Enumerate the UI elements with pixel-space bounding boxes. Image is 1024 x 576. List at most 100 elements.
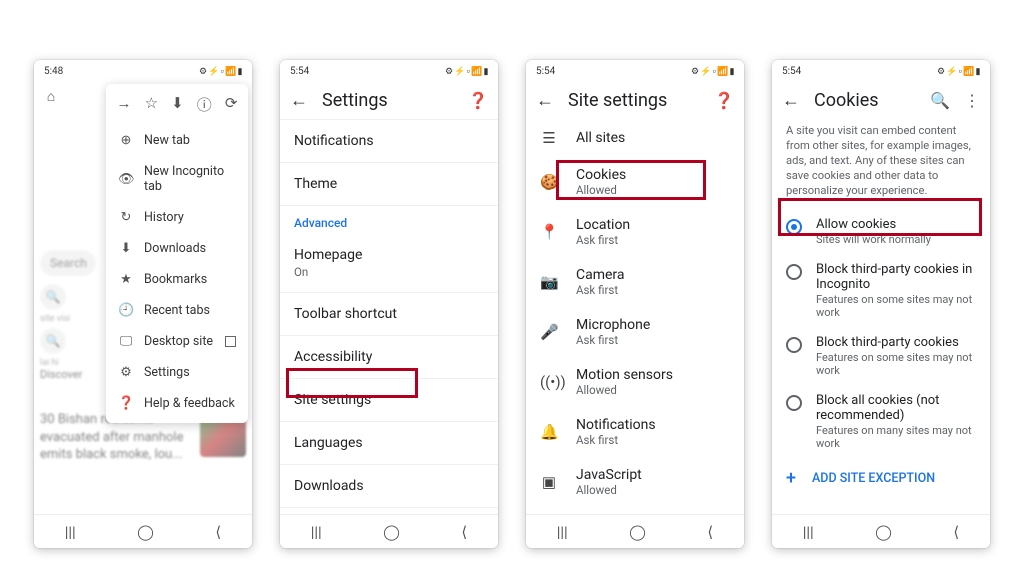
radio-button[interactable] bbox=[786, 219, 802, 235]
panel-site-settings: 5:54 ⚙ ⚡ ▫ 📶 ▮ ← Site settings ❓ ☰All si… bbox=[526, 60, 744, 548]
row-notifications[interactable]: Notifications bbox=[280, 119, 498, 163]
radio-button[interactable] bbox=[786, 337, 802, 353]
android-navbar: ||| ◯ ⟨ bbox=[34, 514, 252, 548]
recent-tabs-icon: 🕘 bbox=[118, 303, 134, 318]
row-theme[interactable]: Theme bbox=[280, 163, 498, 206]
row-subtitle: Ask first bbox=[576, 333, 650, 347]
site-row-motion-sensors[interactable]: ((•))Motion sensorsAllowed bbox=[526, 357, 744, 407]
menu-item-desktop-site[interactable]: 🖵Desktop site bbox=[106, 326, 248, 357]
menu-item-downloads[interactable]: ⬇Downloads bbox=[106, 233, 248, 264]
option-title: Block third-party cookies in Incognito bbox=[816, 262, 976, 292]
cookie-option-block-all-cookies-not-recommended-[interactable]: Block all cookies (not recommended)Featu… bbox=[772, 385, 990, 458]
forward-icon[interactable]: → bbox=[117, 94, 132, 115]
nav-back[interactable]: ⟨ bbox=[461, 523, 467, 541]
star-icon[interactable]: ☆ bbox=[145, 94, 158, 115]
add-site-exception[interactable]: + ADD SITE EXCEPTION bbox=[772, 458, 990, 499]
home-icon[interactable]: ⌂ bbox=[40, 88, 62, 105]
download-icon[interactable]: ⬇ bbox=[171, 94, 184, 115]
row-site-settings[interactable]: Site settings bbox=[280, 379, 498, 422]
settings-icon: ⚙ bbox=[118, 365, 134, 380]
menu-item-label: Settings bbox=[144, 365, 190, 380]
option-title: Block third-party cookies bbox=[816, 335, 976, 350]
page-title: Settings bbox=[322, 90, 454, 111]
search-icon[interactable]: 🔍 bbox=[930, 91, 950, 110]
nav-recent[interactable]: ||| bbox=[65, 523, 76, 541]
menu-item-label: New Incognito tab bbox=[144, 164, 236, 194]
new-incognito-tab-icon: 👁 bbox=[118, 172, 134, 187]
menu-item-new-tab[interactable]: ⊕New tab bbox=[106, 125, 248, 156]
nav-back[interactable]: ⟨ bbox=[953, 523, 959, 541]
menu-item-settings[interactable]: ⚙ Settings bbox=[106, 357, 248, 388]
cookies-icon: 🍪 bbox=[540, 173, 558, 191]
microphone-icon: 🎤 bbox=[540, 323, 558, 341]
menu-item-label: New tab bbox=[144, 133, 190, 148]
status-bar: 5:48 ⚙ ⚡ ▫ 📶 ▮ bbox=[34, 60, 252, 82]
status-icons: ⚙ ⚡ ▫ 📶 ▮ bbox=[691, 66, 734, 77]
nav-back[interactable]: ⟨ bbox=[707, 523, 713, 541]
cookies-options: Allow cookiesSites will work normallyBlo… bbox=[772, 209, 990, 458]
menu-item-history[interactable]: ↻History bbox=[106, 202, 248, 233]
nav-home[interactable]: ◯ bbox=[383, 523, 400, 541]
row-subtitle: Ask first bbox=[576, 233, 630, 247]
menu-item-recent-tabs[interactable]: 🕘 Recent tabs bbox=[106, 295, 248, 326]
row-title: Cookies bbox=[576, 167, 626, 183]
more-icon[interactable]: ⋮ bbox=[964, 91, 980, 110]
search-pill[interactable]: Search bbox=[40, 250, 96, 276]
radio-button[interactable] bbox=[786, 264, 802, 280]
menu-item-label: Recent tabs bbox=[144, 303, 210, 318]
back-icon[interactable]: ← bbox=[536, 90, 554, 111]
radio-button[interactable] bbox=[786, 395, 802, 411]
row-toolbar-shortcut[interactable]: Toolbar shortcut bbox=[280, 293, 498, 336]
desktop-site-checkbox[interactable] bbox=[225, 336, 236, 347]
nav-recent[interactable]: ||| bbox=[557, 523, 568, 541]
panel-chrome-menu: 5:48 ⚙ ⚡ ▫ 📶 ▮ ⌂ Search 🔍 site visi 🔍 la… bbox=[34, 60, 252, 548]
nav-home[interactable]: ◯ bbox=[875, 523, 892, 541]
row-languages[interactable]: Languages bbox=[280, 422, 498, 465]
menu-icon-row: → ☆ ⬇ ⓘ ⟳ bbox=[106, 88, 248, 125]
site-row-location[interactable]: 📍LocationAsk first bbox=[526, 207, 744, 257]
site-row-camera[interactable]: 📷CameraAsk first bbox=[526, 257, 744, 307]
site-row-all-sites[interactable]: ☰All sites bbox=[526, 119, 744, 157]
android-navbar: ||| ◯ ⟨ bbox=[526, 514, 744, 548]
cookie-option-block-third-party-cookies[interactable]: Block third-party cookiesFeatures on som… bbox=[772, 327, 990, 385]
row-homepage[interactable]: HomepageOn bbox=[280, 234, 498, 293]
help-feedback-icon: ❓ bbox=[118, 396, 134, 411]
site-row-microphone[interactable]: 🎤MicrophoneAsk first bbox=[526, 307, 744, 357]
row-title: JavaScript bbox=[576, 467, 642, 483]
menu-item-bookmarks[interactable]: ★Bookmarks bbox=[106, 264, 248, 295]
status-time: 5:54 bbox=[782, 66, 801, 77]
nav-recent[interactable]: ||| bbox=[311, 523, 322, 541]
row-title: Location bbox=[576, 217, 630, 233]
status-time: 5:54 bbox=[290, 66, 309, 77]
menu-item-label: Bookmarks bbox=[144, 272, 207, 287]
row-title: Camera bbox=[576, 267, 625, 283]
status-icons: ⚙ ⚡ ▫ 📶 ▮ bbox=[937, 66, 980, 77]
nav-back[interactable]: ⟨ bbox=[215, 523, 221, 541]
reload-icon[interactable]: ⟳ bbox=[225, 94, 238, 115]
help-icon[interactable]: ❓ bbox=[468, 91, 488, 110]
menu-item-help-feedback[interactable]: ❓Help & feedback bbox=[106, 388, 248, 419]
cookie-option-allow-cookies[interactable]: Allow cookiesSites will work normally bbox=[772, 209, 990, 254]
camera-icon: 📷 bbox=[540, 273, 558, 291]
row-accessibility[interactable]: Accessibility bbox=[280, 336, 498, 379]
nav-recent[interactable]: ||| bbox=[803, 523, 814, 541]
row-downloads[interactable]: Downloads bbox=[280, 465, 498, 508]
back-icon[interactable]: ← bbox=[782, 90, 800, 111]
back-icon[interactable]: ← bbox=[290, 90, 308, 111]
option-title: Allow cookies bbox=[816, 217, 931, 232]
cookie-option-block-third-party-cookies-in-incognito[interactable]: Block third-party cookies in IncognitoFe… bbox=[772, 254, 990, 327]
nav-home[interactable]: ◯ bbox=[137, 523, 154, 541]
row-title: Toolbar shortcut bbox=[294, 306, 484, 322]
downloads-icon: ⬇ bbox=[118, 241, 134, 256]
nav-home[interactable]: ◯ bbox=[629, 523, 646, 541]
site-row-cookies[interactable]: 🍪CookiesAllowed bbox=[526, 157, 744, 207]
app-header: ← Cookies 🔍 ⋮ bbox=[772, 82, 990, 119]
site-row-notifications[interactable]: 🔔NotificationsAsk first bbox=[526, 407, 744, 457]
motion-sensors-icon: ((•)) bbox=[540, 373, 558, 391]
site-row-javascript[interactable]: ▣JavaScriptAllowed bbox=[526, 457, 744, 507]
menu-item-new-incognito-tab[interactable]: 👁 New Incognito tab bbox=[106, 156, 248, 202]
panel-cookies: 5:54 ⚙ ⚡ ▫ 📶 ▮ ← Cookies 🔍 ⋮ A site you … bbox=[772, 60, 990, 548]
all-sites-icon: ☰ bbox=[540, 129, 558, 147]
help-icon[interactable]: ❓ bbox=[714, 91, 734, 110]
info-icon[interactable]: ⓘ bbox=[197, 94, 212, 115]
